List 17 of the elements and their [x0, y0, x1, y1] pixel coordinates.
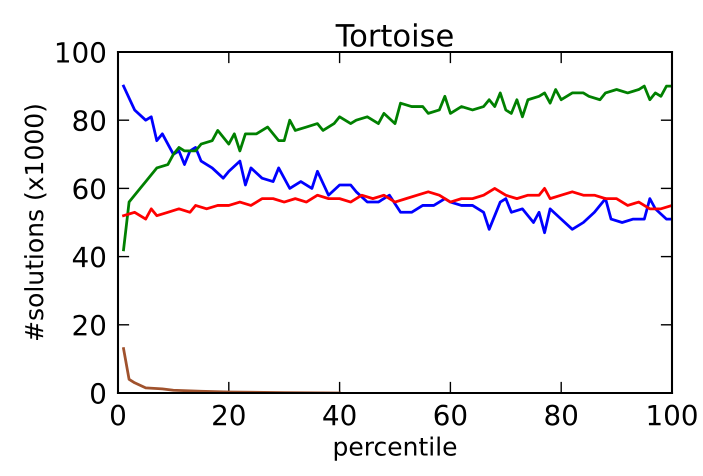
- y-tick-label: 20: [74, 314, 106, 336]
- y-axis-title: #solutions (x1000): [24, 105, 46, 340]
- y-tick-label: 40: [72, 246, 106, 268]
- line-series: [122, 347, 341, 393]
- x-axis-title: percentile: [334, 436, 456, 461]
- y-tick-label: 80: [73, 110, 106, 132]
- x-tick-label: 100: [648, 404, 697, 426]
- x-tick-label: 20: [213, 404, 245, 426]
- chart-title: Tortoise: [336, 23, 453, 47]
- x-tick-label: 0: [110, 404, 125, 426]
- line-series: [122, 187, 672, 220]
- y-tick-label: 100: [56, 42, 106, 63]
- x-tick-label: 80: [545, 404, 578, 426]
- y-tick-label: 0: [91, 382, 106, 404]
- x-tick-label: 60: [434, 404, 466, 426]
- y-tick-label: 60: [73, 178, 106, 200]
- x-tick-label: 40: [323, 404, 356, 426]
